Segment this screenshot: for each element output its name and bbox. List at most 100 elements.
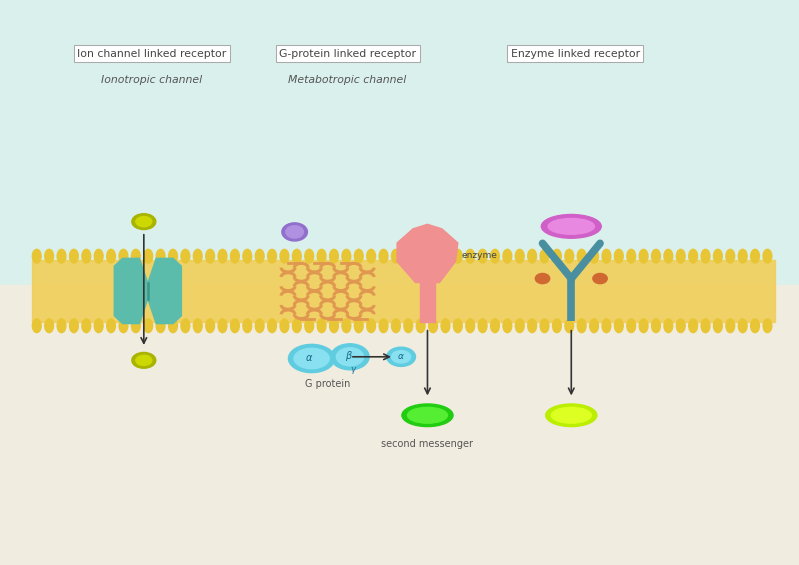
Ellipse shape bbox=[268, 249, 276, 263]
Ellipse shape bbox=[304, 249, 313, 263]
Ellipse shape bbox=[553, 249, 561, 263]
Ellipse shape bbox=[553, 319, 561, 333]
Ellipse shape bbox=[602, 319, 611, 333]
Ellipse shape bbox=[528, 319, 537, 333]
Ellipse shape bbox=[392, 249, 400, 263]
Ellipse shape bbox=[107, 319, 116, 333]
Ellipse shape bbox=[702, 319, 710, 333]
Ellipse shape bbox=[45, 319, 54, 333]
Ellipse shape bbox=[119, 319, 128, 333]
Ellipse shape bbox=[94, 249, 103, 263]
Ellipse shape bbox=[751, 249, 760, 263]
Bar bbox=[420, 281, 435, 322]
Bar bbox=[0, 0, 799, 297]
Text: Ion channel linked receptor: Ion channel linked receptor bbox=[78, 49, 226, 59]
Ellipse shape bbox=[294, 348, 329, 368]
Bar bbox=[32, 260, 775, 322]
Ellipse shape bbox=[639, 249, 648, 263]
Ellipse shape bbox=[738, 249, 747, 263]
Ellipse shape bbox=[379, 249, 388, 263]
Ellipse shape bbox=[726, 319, 735, 333]
Text: enzyme: enzyme bbox=[461, 251, 497, 260]
Ellipse shape bbox=[677, 249, 686, 263]
Ellipse shape bbox=[593, 273, 607, 284]
Ellipse shape bbox=[268, 319, 276, 333]
Ellipse shape bbox=[256, 319, 264, 333]
Text: Enzyme linked receptor: Enzyme linked receptor bbox=[511, 49, 640, 59]
Ellipse shape bbox=[317, 249, 326, 263]
Ellipse shape bbox=[355, 249, 364, 263]
Ellipse shape bbox=[416, 319, 425, 333]
Polygon shape bbox=[114, 258, 148, 324]
Ellipse shape bbox=[763, 249, 772, 263]
Ellipse shape bbox=[32, 249, 42, 263]
Ellipse shape bbox=[230, 319, 240, 333]
Ellipse shape bbox=[387, 347, 415, 367]
Ellipse shape bbox=[256, 249, 264, 263]
Ellipse shape bbox=[70, 249, 78, 263]
Ellipse shape bbox=[441, 319, 450, 333]
Ellipse shape bbox=[280, 249, 288, 263]
Ellipse shape bbox=[82, 249, 91, 263]
Text: γ: γ bbox=[351, 365, 356, 373]
Ellipse shape bbox=[144, 249, 153, 263]
Ellipse shape bbox=[403, 319, 412, 333]
Ellipse shape bbox=[169, 249, 177, 263]
Ellipse shape bbox=[132, 353, 156, 368]
Ellipse shape bbox=[336, 348, 364, 366]
Text: α: α bbox=[398, 352, 404, 360]
Ellipse shape bbox=[286, 225, 304, 238]
Ellipse shape bbox=[331, 344, 369, 370]
Ellipse shape bbox=[627, 319, 636, 333]
Bar bbox=[0, 285, 799, 565]
Ellipse shape bbox=[528, 249, 537, 263]
Ellipse shape bbox=[540, 249, 549, 263]
Ellipse shape bbox=[132, 214, 156, 229]
Ellipse shape bbox=[206, 319, 214, 333]
Ellipse shape bbox=[292, 249, 301, 263]
Ellipse shape bbox=[82, 319, 91, 333]
Ellipse shape bbox=[714, 249, 722, 263]
Ellipse shape bbox=[218, 319, 227, 333]
Text: β: β bbox=[345, 351, 352, 360]
Ellipse shape bbox=[546, 404, 597, 427]
Ellipse shape bbox=[689, 319, 698, 333]
Ellipse shape bbox=[565, 249, 574, 263]
Ellipse shape bbox=[243, 319, 252, 333]
Ellipse shape bbox=[466, 249, 475, 263]
Ellipse shape bbox=[181, 249, 190, 263]
Ellipse shape bbox=[206, 249, 214, 263]
Ellipse shape bbox=[355, 319, 364, 333]
Ellipse shape bbox=[652, 319, 660, 333]
Ellipse shape bbox=[58, 319, 66, 333]
Ellipse shape bbox=[551, 407, 591, 423]
Ellipse shape bbox=[738, 319, 747, 333]
Ellipse shape bbox=[454, 319, 463, 333]
Ellipse shape bbox=[367, 249, 376, 263]
Ellipse shape bbox=[542, 215, 601, 238]
Ellipse shape bbox=[714, 319, 722, 333]
Ellipse shape bbox=[292, 319, 301, 333]
Ellipse shape bbox=[664, 249, 673, 263]
Text: Metabotropic channel: Metabotropic channel bbox=[288, 75, 407, 85]
Ellipse shape bbox=[416, 249, 425, 263]
Ellipse shape bbox=[144, 319, 153, 333]
Ellipse shape bbox=[577, 249, 586, 263]
Ellipse shape bbox=[515, 249, 524, 263]
Ellipse shape bbox=[614, 249, 623, 263]
Ellipse shape bbox=[491, 249, 499, 263]
Ellipse shape bbox=[590, 249, 598, 263]
Text: G protein: G protein bbox=[305, 379, 350, 389]
Ellipse shape bbox=[392, 350, 411, 363]
Ellipse shape bbox=[479, 249, 487, 263]
Ellipse shape bbox=[136, 216, 152, 227]
Ellipse shape bbox=[664, 319, 673, 333]
Ellipse shape bbox=[602, 249, 611, 263]
Text: second messenger: second messenger bbox=[381, 438, 474, 449]
Ellipse shape bbox=[193, 319, 202, 333]
Ellipse shape bbox=[280, 319, 288, 333]
Ellipse shape bbox=[157, 319, 165, 333]
Ellipse shape bbox=[577, 319, 586, 333]
Ellipse shape bbox=[763, 319, 772, 333]
Ellipse shape bbox=[329, 319, 339, 333]
